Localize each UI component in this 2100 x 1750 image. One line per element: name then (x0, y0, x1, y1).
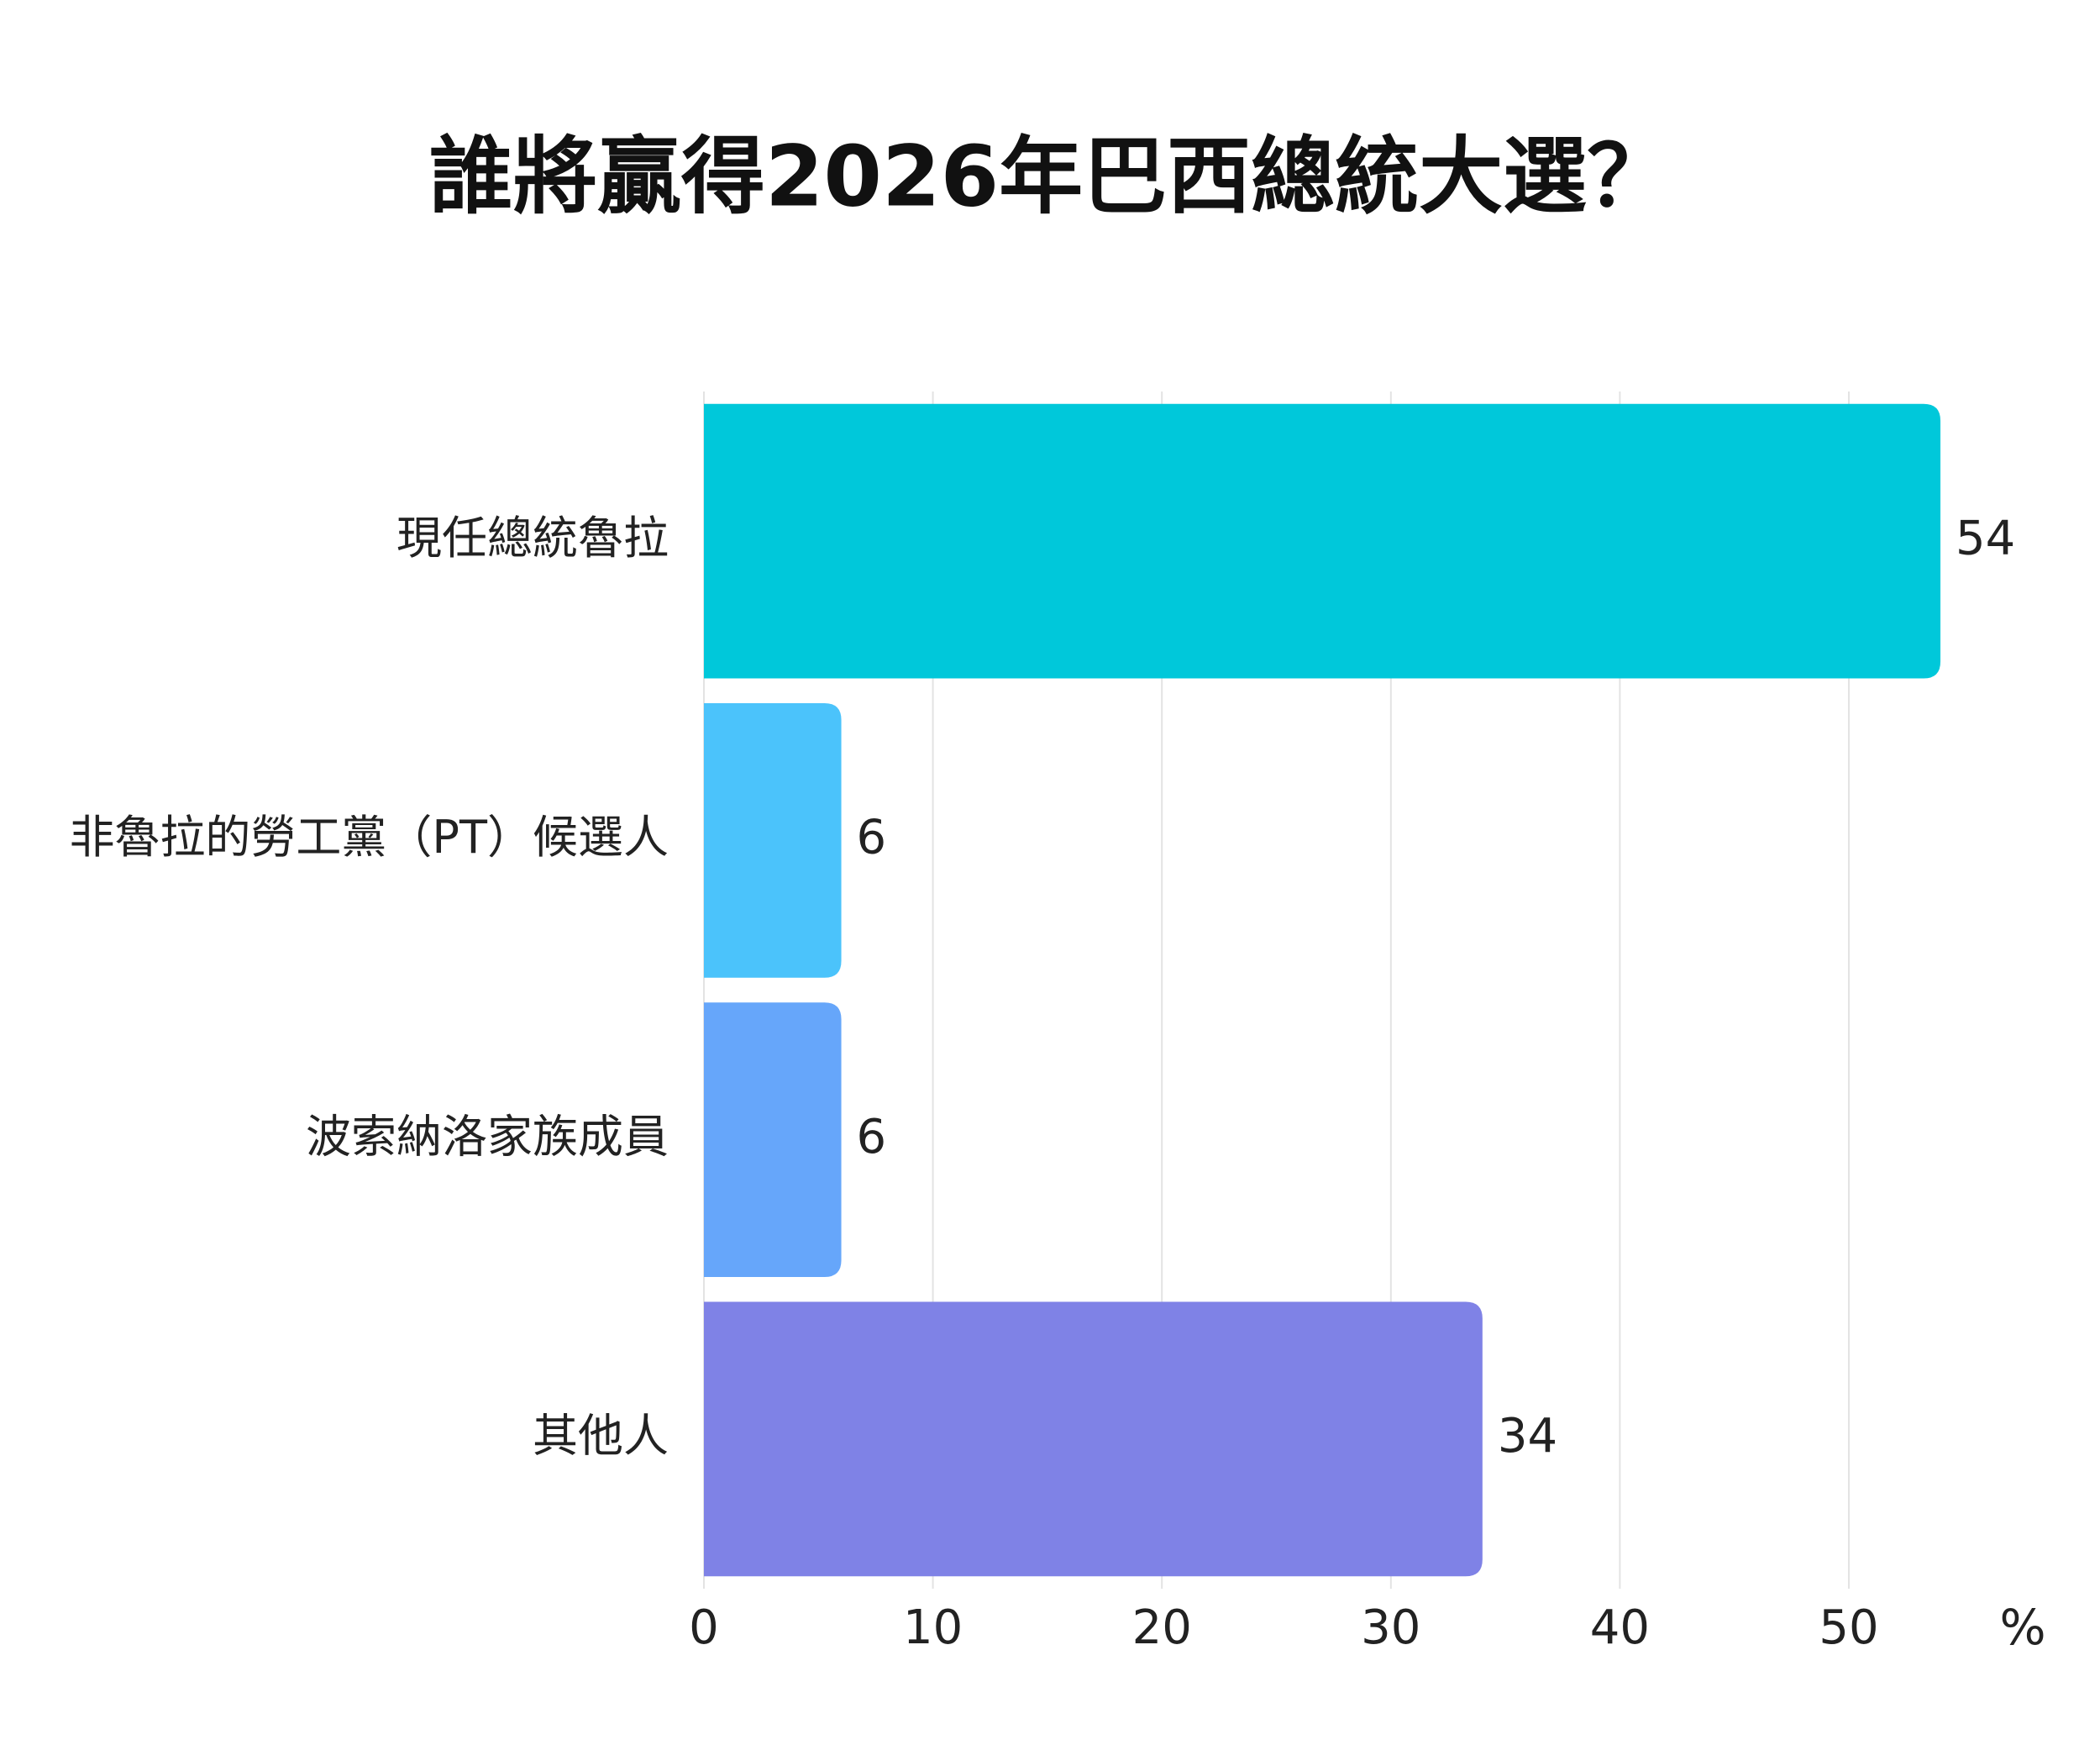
x-tick-label: 10 (903, 1600, 963, 1655)
bar (704, 1002, 842, 1277)
y-tick-label: 非魯拉的勞工黨（PT）候選人 (69, 811, 669, 864)
x-tick-label: 20 (1132, 1600, 1192, 1655)
bar (704, 1301, 1483, 1577)
y-tick-label: 現任總統魯拉 (396, 512, 669, 565)
chart-title: 誰將贏得2026年巴西總統大選？ (429, 127, 1671, 225)
x-tick-label: 50 (1819, 1600, 1878, 1655)
value-label: 54 (1956, 511, 2015, 565)
value-label: 34 (1498, 1409, 1557, 1464)
bar (704, 403, 1941, 679)
x-axis-unit: % (1999, 1599, 2045, 1656)
x-tick-label: 30 (1361, 1600, 1420, 1655)
value-label: 6 (857, 1110, 887, 1164)
x-tick-label: 40 (1590, 1600, 1650, 1655)
y-tick-label: 波索納洛家族成員 (306, 1110, 669, 1163)
value-label: 6 (857, 811, 887, 865)
y-tick-label: 其他人 (533, 1410, 669, 1463)
x-tick-label: 0 (689, 1600, 719, 1655)
bar (704, 703, 842, 978)
